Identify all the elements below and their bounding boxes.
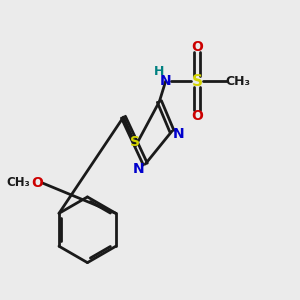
Text: S: S — [130, 135, 140, 148]
Text: O: O — [191, 109, 203, 123]
Text: O: O — [191, 40, 203, 54]
Text: CH₃: CH₃ — [6, 176, 30, 189]
Text: S: S — [191, 74, 203, 89]
Text: O: O — [31, 176, 43, 190]
Text: H: H — [154, 65, 164, 78]
Text: CH₃: CH₃ — [225, 75, 250, 88]
Text: N: N — [160, 74, 172, 88]
Text: N: N — [173, 128, 184, 141]
Text: N: N — [133, 162, 144, 176]
